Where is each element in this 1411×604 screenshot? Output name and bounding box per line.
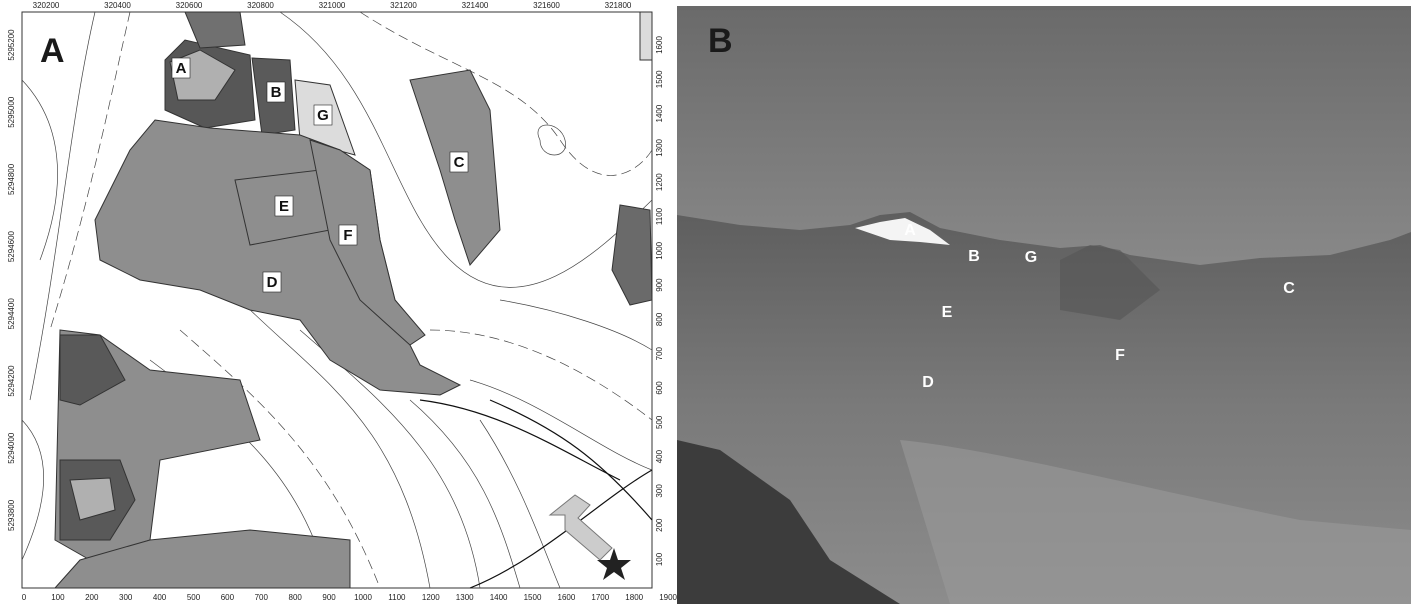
bottom-tick-label: 600 (221, 593, 235, 602)
bottom-tick-label: 500 (187, 593, 201, 602)
map-label: G (317, 107, 329, 124)
right-tick-label: 100 (655, 552, 664, 566)
right-tick-label: 900 (655, 278, 664, 292)
photo-label: G (1025, 249, 1037, 266)
left-tick-label: 5294800 (7, 163, 16, 195)
left-tick-label: 5294400 (7, 298, 16, 330)
map-label: B (271, 84, 282, 101)
left-tick-label: 5293800 (7, 499, 16, 531)
right-tick-label: 200 (655, 518, 664, 532)
left-tick-label: 5294600 (7, 230, 16, 262)
right-tick-label: 1500 (655, 70, 664, 88)
top-tick-label: 321800 (605, 1, 632, 10)
figure: 320200 320400 320600 320800 321000 321200 3214… (0, 0, 1411, 604)
right-tick-label: 1000 (655, 241, 664, 259)
photo-label: D (922, 374, 934, 391)
top-tick-label: 321000 (319, 1, 346, 10)
right-tick-label: 500 (655, 415, 664, 429)
left-tick-label: 5294000 (7, 432, 16, 464)
map-panel: 320200 320400 320600 320800 321000 321200 3214… (7, 1, 678, 602)
bottom-tick-label: 700 (255, 593, 269, 602)
right-tick-label: 1100 (655, 207, 664, 225)
top-tick-label: 321400 (462, 1, 489, 10)
top-tick-label: 320600 (176, 1, 203, 10)
bottom-tick-label: 1800 (625, 593, 643, 602)
left-tick-label: 5295200 (7, 29, 16, 61)
bottom-tick-label: 1000 (354, 593, 372, 602)
top-tick-label: 320800 (247, 1, 274, 10)
map-label: C (454, 154, 465, 171)
left-tick-label: 5295000 (7, 96, 16, 128)
bottom-tick-label: 900 (322, 593, 336, 602)
right-tick-label: 700 (655, 346, 664, 360)
photo-panel: A B G C E F D B (677, 6, 1411, 604)
photo-label: B (968, 248, 980, 265)
bottom-tick-label: 1500 (524, 593, 542, 602)
bottom-tick-label: 1600 (558, 593, 576, 602)
bottom-tick-label: 400 (153, 593, 167, 602)
bottom-tick-label: 1900 (659, 593, 677, 602)
panel-label: A (40, 32, 65, 70)
map-label: E (279, 198, 289, 215)
left-tick-label: 5294200 (7, 365, 16, 397)
right-tick-label: 600 (655, 381, 664, 395)
right-tick-label: 1400 (655, 104, 664, 122)
top-tick-label: 320400 (104, 1, 131, 10)
photo-label: C (1283, 280, 1295, 297)
map-label: A (176, 60, 187, 77)
top-tick-label: 320200 (33, 1, 60, 10)
top-tick-label: 321600 (533, 1, 560, 10)
panel-label: B (708, 22, 733, 60)
bottom-tick-label: 1100 (388, 593, 406, 602)
top-tick-label: 321200 (390, 1, 417, 10)
photo-label: F (1115, 347, 1125, 364)
right-tick-label: 1300 (655, 138, 664, 156)
map-label: F (343, 227, 352, 244)
bottom-tick-label: 300 (119, 593, 133, 602)
bottom-tick-label: 1400 (490, 593, 508, 602)
bottom-tick-label: 1300 (456, 593, 474, 602)
bottom-tick-label: 0 (22, 593, 27, 602)
photo-label: E (942, 304, 953, 321)
bottom-tick-label: 800 (289, 593, 303, 602)
bottom-tick-label: 1200 (422, 593, 440, 602)
map-label: D (267, 274, 278, 291)
right-tick-label: 1200 (655, 173, 664, 191)
photo-label: A (904, 222, 916, 239)
right-tick-label: 1600 (655, 36, 664, 54)
right-tick-label: 800 (655, 312, 664, 326)
right-tick-label: 400 (655, 449, 664, 463)
bottom-tick-label: 200 (85, 593, 99, 602)
bottom-tick-label: 100 (51, 593, 65, 602)
right-tick-label: 300 (655, 484, 664, 498)
bottom-tick-label: 1700 (591, 593, 609, 602)
